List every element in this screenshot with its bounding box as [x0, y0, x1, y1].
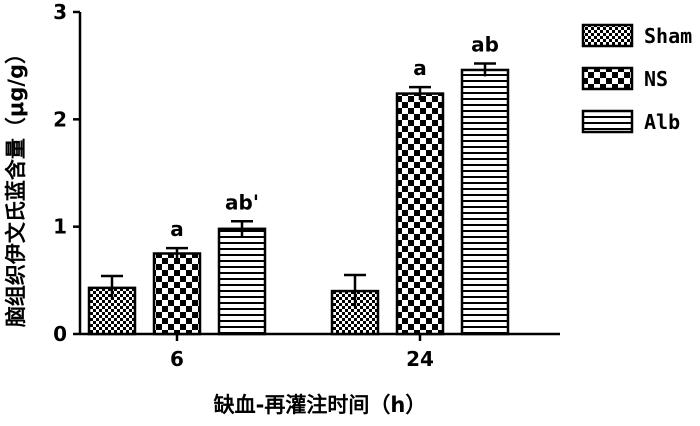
y-tick-label: 2 — [53, 107, 67, 131]
y-tick-label: 1 — [53, 215, 67, 239]
bar-ns-6 — [152, 252, 202, 336]
legend-label: NS — [644, 67, 668, 91]
x-axis-ticks: 6 24 — [170, 334, 434, 371]
x-tick-label: 6 — [170, 347, 184, 371]
y-axis-ticks: 0 1 2 3 — [53, 0, 80, 346]
x-axis-title: 缺血-再灌注时间（h） — [214, 393, 427, 417]
significance-label: a — [413, 56, 427, 80]
legend-label: Alb — [644, 110, 680, 134]
y-tick-label: 0 — [53, 322, 67, 346]
legend-swatch-alb — [581, 109, 634, 134]
significance-label: a — [170, 217, 184, 241]
legend-label: Sham — [644, 24, 692, 48]
bar-alb-6 — [217, 227, 267, 336]
bar-ns-24 — [395, 92, 445, 336]
significance-label: ab — [471, 33, 499, 57]
legend-swatch-sham — [581, 23, 634, 48]
y-tick-label: 3 — [53, 0, 67, 24]
bar-alb-24 — [460, 68, 510, 336]
legend-swatch-ns — [581, 66, 634, 91]
legend: Sham NS Alb — [581, 23, 692, 134]
significance-label: ab' — [225, 190, 259, 214]
x-tick-label: 24 — [406, 347, 434, 371]
y-axis-title: 脑组织伊文氏蓝含量（μg/g） — [4, 43, 28, 327]
bar-series: a ab' a ab — [87, 33, 510, 336]
